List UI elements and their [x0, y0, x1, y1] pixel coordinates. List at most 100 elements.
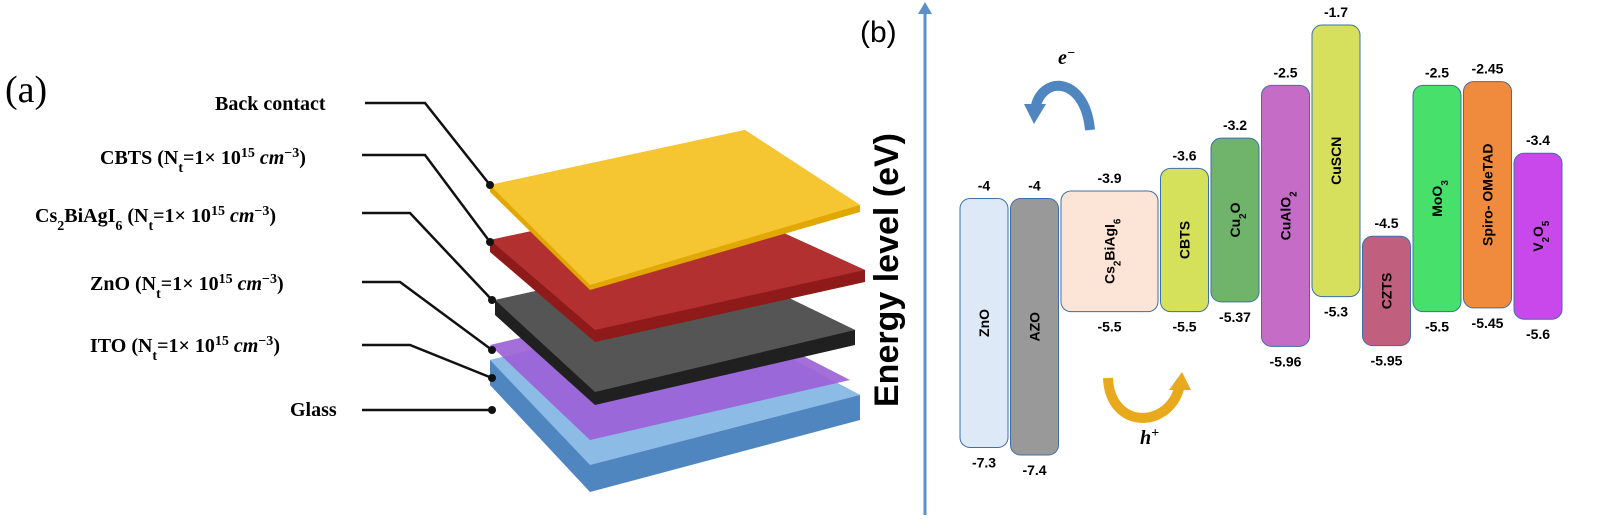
label-run: 2: [57, 219, 64, 234]
label-run: CBTS (N: [100, 147, 179, 169]
label-run: 6: [1112, 218, 1123, 224]
label: Glass: [290, 399, 337, 421]
top-value: -4: [1028, 178, 1041, 194]
label: CZTS: [1379, 273, 1395, 310]
label-run: +: [1151, 426, 1159, 441]
label-run: CuAlO: [1278, 197, 1294, 241]
label-run: e: [1058, 47, 1067, 69]
label-run: 15: [211, 204, 225, 219]
label: ZnO (Nt=1× 1015 cm−3): [90, 272, 284, 302]
label: CuSCN: [1328, 137, 1344, 185]
band-bar: [1362, 235, 1411, 347]
bottom-value: -5.3: [1324, 304, 1348, 320]
panel-label: (b): [860, 16, 897, 49]
hole-arrowhead: [1169, 372, 1191, 390]
band-bar: [1463, 81, 1512, 309]
label-run: CZTS: [1379, 273, 1395, 310]
label: CuAlO2: [1278, 191, 1300, 241]
label: ZnO: [976, 309, 992, 337]
cbts-top: [490, 130, 860, 285]
bottom-value: -5.6: [1526, 326, 1550, 342]
label: AZO: [1027, 312, 1043, 342]
label-run: t: [152, 349, 157, 364]
label-run: h: [1140, 427, 1151, 449]
label-run: (N: [122, 205, 149, 227]
leader: [362, 343, 493, 380]
label-run: CBTS: [1177, 221, 1193, 259]
label: CBTS (Nt=1× 1015 cm−3): [100, 146, 306, 176]
top-value: -4.5: [1374, 215, 1398, 231]
band-bar: [1010, 198, 1059, 456]
band-bar: [1412, 84, 1462, 313]
label-run: ): [269, 205, 276, 227]
label-run: Cs: [1102, 266, 1118, 284]
label-run: O: [1530, 226, 1546, 237]
band-bar: [959, 198, 1009, 448]
bottom-value: -5.5: [1097, 319, 1121, 335]
bottom-value: -5.5: [1425, 319, 1449, 335]
label-run: ): [277, 273, 284, 295]
label-run: AZO: [1027, 312, 1043, 342]
leader: [362, 280, 493, 352]
label-run: 2: [1112, 260, 1123, 266]
label-run: 2: [1238, 213, 1249, 219]
hole-arrow: [1103, 377, 1185, 423]
label-run: −3: [284, 146, 299, 161]
leader: [365, 101, 491, 186]
label-run: ITO (N: [90, 335, 153, 357]
bottom-value: -5.95: [1371, 353, 1403, 369]
label: Cs2BiAgI6 (Nt=1× 1015 cm−3): [35, 204, 276, 234]
label: e−: [1058, 46, 1075, 70]
bottom-value: -5.96: [1270, 353, 1302, 369]
top-value: -3.6: [1172, 147, 1196, 163]
label-run: 15: [219, 272, 233, 287]
label-run: cm: [238, 273, 262, 295]
label-run: ): [273, 335, 280, 357]
bottom-value: -7.3: [972, 454, 996, 470]
label: CBTS: [1177, 221, 1193, 259]
band-bar: [1311, 24, 1361, 298]
label-run: 5: [1541, 220, 1552, 226]
top-value: -4: [978, 178, 991, 194]
label-run: t: [148, 219, 153, 234]
label-run: 2: [1541, 236, 1552, 242]
top-value: -3.9: [1097, 170, 1121, 186]
label-run: Spiro- OMeTAD: [1480, 144, 1496, 246]
label-run: −: [1067, 46, 1075, 61]
label-run: BiAgI: [1102, 224, 1118, 261]
label-run: Back contact: [215, 93, 326, 115]
electron-arrowhead: [1024, 104, 1046, 124]
label-run: Cu: [1227, 219, 1243, 238]
label-run: Cs: [35, 205, 57, 227]
label-run: t: [156, 287, 161, 302]
label-run: =1× 10: [183, 147, 241, 169]
band-bar: [1060, 190, 1159, 313]
leader: [362, 153, 492, 243]
band-bar: [1261, 84, 1310, 347]
panel-label: (a): [5, 69, 47, 111]
bottom-value: -5.37: [1219, 309, 1251, 325]
top-value: -1.7: [1324, 4, 1348, 20]
top-value: -2.45: [1472, 61, 1504, 77]
label: V2O5: [1530, 220, 1552, 252]
label: h+: [1140, 426, 1159, 450]
label-run: =1× 10: [157, 335, 215, 357]
bottom-value: -7.4: [1022, 462, 1046, 478]
electron-arrow: [1030, 80, 1095, 131]
label: Cs2BiAgI6: [1102, 218, 1124, 284]
label: MoO3: [1429, 180, 1451, 217]
label: ITO (Nt=1× 1015 cm−3): [90, 334, 280, 364]
label-run: cm: [260, 147, 284, 169]
leader: [362, 211, 493, 301]
label-run: cm: [230, 205, 254, 227]
label-run: O: [1227, 202, 1243, 213]
label-run: 15: [241, 146, 255, 161]
label-run: ZnO (N: [90, 273, 157, 295]
top-value: -2.5: [1273, 64, 1297, 80]
layer-stack: [362, 101, 865, 492]
bottom-value: -5.45: [1472, 315, 1504, 331]
label-run: cm: [234, 335, 258, 357]
top-value: -3.2: [1223, 117, 1247, 133]
label-run: 15: [215, 334, 229, 349]
